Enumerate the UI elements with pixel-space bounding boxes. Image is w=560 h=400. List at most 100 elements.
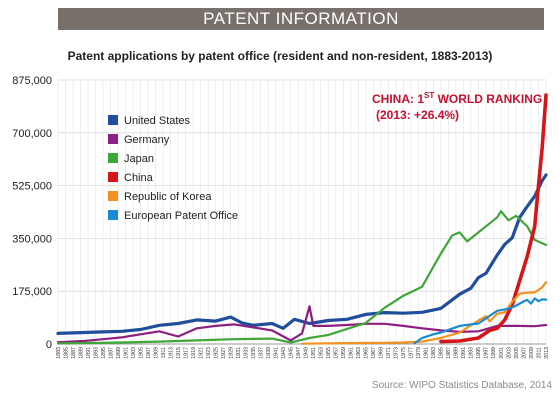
x-tick-label: 1897 <box>108 347 114 359</box>
x-tick-label: 1993 <box>469 347 475 359</box>
x-tick-label: 1923 <box>206 347 212 359</box>
y-tick-label: 700,000 <box>12 128 52 140</box>
x-tick-label: 1983 <box>431 347 437 359</box>
x-tick-label: 1981 <box>424 347 430 359</box>
x-tick-label: 1903 <box>131 347 137 359</box>
x-tick-label: 2007 <box>521 347 527 359</box>
x-tick-label: 1893 <box>93 347 99 359</box>
x-tick-label: 1991 <box>461 347 467 359</box>
x-tick-label: 1979 <box>416 347 422 359</box>
y-tick-label: 350,000 <box>12 233 52 245</box>
x-tick-label: 1947 <box>296 347 302 359</box>
x-tick-label: 1943 <box>281 347 287 359</box>
x-tick-label: 1951 <box>311 347 317 359</box>
legend-label: United States <box>124 115 191 127</box>
legend-label: Japan <box>124 153 154 165</box>
x-tick-label: 2013 <box>544 347 550 359</box>
series-line-china <box>439 93 548 344</box>
y-tick-label: 0 <box>46 339 52 351</box>
x-tick-label: 1957 <box>334 347 340 359</box>
y-tick-label: 525,000 <box>12 181 52 193</box>
y-tick-label: 175,000 <box>12 286 52 298</box>
x-tick-label: 2011 <box>536 347 542 358</box>
source-note: Source: WIPO Statistics Database, 2014 <box>371 380 552 391</box>
x-tick-label: 1887 <box>71 347 77 359</box>
x-tick-label: 1971 <box>386 347 392 359</box>
axes: 0 175,000 350,000 525,000 700,000 875,000 1883… <box>12 75 550 359</box>
x-tick-label: 1927 <box>221 347 227 359</box>
legend-swatch <box>108 134 118 144</box>
x-tick-label: 1917 <box>183 347 189 359</box>
legend-swatch <box>108 115 118 125</box>
x-tick-label: 2003 <box>506 347 512 359</box>
x-tick-label: 1931 <box>236 347 242 359</box>
x-tick-label: 1985 <box>439 347 445 359</box>
x-tick-label: 1987 <box>446 347 452 359</box>
legend-label: Germany <box>124 134 170 146</box>
x-tick-label: 1937 <box>259 347 265 359</box>
legend: United States Germany Japan China Republic o… <box>108 115 238 222</box>
series-line-united-states <box>56 173 548 335</box>
legend-swatch <box>108 191 118 201</box>
x-tick-label: 1949 <box>304 347 310 359</box>
x-tick-label: 1995 <box>476 347 482 359</box>
x-tick-label: 1905 <box>138 347 144 359</box>
x-tick-label: 1889 <box>78 347 84 359</box>
banner-title: PATENT INFORMATION <box>58 8 544 30</box>
x-tick-label: 1885 <box>63 347 69 359</box>
x-tick-label: 1963 <box>356 347 362 359</box>
x-tick-label: 1999 <box>491 347 497 359</box>
series-line-japan <box>56 210 548 345</box>
x-tick-label: 1977 <box>409 347 415 359</box>
x-tick-label: 1945 <box>289 347 295 359</box>
callout-line1: CHINA: 1ST WORLD RANKING <box>372 91 542 106</box>
x-tick-label: 1901 <box>123 347 129 359</box>
series-line-european-patent-office <box>413 297 548 345</box>
x-tick-label: 1955 <box>326 347 332 359</box>
y-tick-label: 875,000 <box>12 75 52 87</box>
x-tick-label: 1915 <box>176 347 182 359</box>
x-tick-label: 1921 <box>198 347 204 359</box>
x-tick-label: 1989 <box>454 347 460 359</box>
x-tick-label: 2001 <box>499 347 505 359</box>
x-tick-label: 1907 <box>146 347 152 359</box>
x-tick-label: 1973 <box>394 347 400 359</box>
x-tick-label: 1969 <box>379 347 385 359</box>
x-tick-label: 1883 <box>56 347 62 359</box>
legend-label: Republic of Korea <box>124 191 212 203</box>
x-tick-label: 1965 <box>364 347 370 359</box>
x-tick-label: 1941 <box>274 347 280 359</box>
x-tick-label: 1997 <box>484 347 490 359</box>
x-tick-label: 1899 <box>116 347 122 359</box>
callout-line2: (2013: +26.4%) <box>376 108 459 122</box>
x-tick-label: 1919 <box>191 347 197 359</box>
legend-swatch <box>108 172 118 182</box>
x-tick-label: 1975 <box>401 347 407 359</box>
x-tick-label: 1891 <box>86 347 92 359</box>
x-tick-label: 1911 <box>161 347 167 358</box>
x-tick-label: 1929 <box>228 347 234 359</box>
legend-label: European Patent Office <box>124 210 238 222</box>
x-tick-label: 1935 <box>251 347 257 359</box>
x-tick-label: 1895 <box>101 347 107 359</box>
x-tick-label: 1959 <box>341 347 347 359</box>
series-line-republic-of-korea <box>300 281 548 345</box>
x-tick-label: 1967 <box>371 347 377 359</box>
x-tick-label: 2009 <box>529 347 535 359</box>
x-tick-label: 1933 <box>243 347 249 359</box>
x-tick-label: 1961 <box>349 347 355 359</box>
x-tick-label: 1909 <box>153 347 159 359</box>
series-line-germany <box>56 305 548 344</box>
legend-swatch <box>108 153 118 163</box>
x-tick-label: 2005 <box>514 347 520 359</box>
legend-label: China <box>124 172 154 184</box>
legend-swatch <box>108 210 118 220</box>
x-tick-label: 1913 <box>168 347 174 359</box>
chart-subtitle: Patent applications by patent office (re… <box>67 49 493 63</box>
china-callout: CHINA: 1ST WORLD RANKING (2013: +26.4%) <box>372 91 542 122</box>
x-tick-label: 1925 <box>213 347 219 359</box>
x-tick-label: 1939 <box>266 347 272 359</box>
series-lines <box>56 93 548 345</box>
x-tick-label: 1953 <box>319 347 325 359</box>
